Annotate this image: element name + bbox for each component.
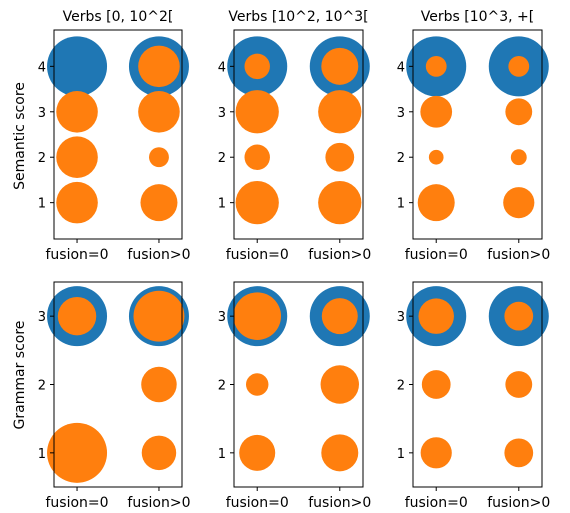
x-tick-label: fusion>0 <box>487 495 550 511</box>
orange-marker-fusion-gt0-y3 <box>133 290 185 342</box>
x-tick-label: fusion>0 <box>127 247 190 263</box>
y-tick-label: 4 <box>38 60 46 75</box>
orange-marker-fusion0-y1 <box>56 181 98 224</box>
orange-marker-fusion-gt0-y2 <box>141 366 177 403</box>
y-tick-label: 1 <box>38 197 46 212</box>
y-tick-label: 1 <box>218 197 226 212</box>
subplot-2: 1 2 3 4 fusion=0 fusion>0 Verbs [10^2, 10^3[ <box>218 9 372 263</box>
y-tick-label: 3 <box>218 310 226 325</box>
y-tick-label: 1 <box>38 447 46 462</box>
orange-marker-fusion0-y2 <box>428 149 444 165</box>
axes-frame <box>233 29 364 240</box>
subplot-5: 1 2 3 fusion=0 fusion>0 <box>218 281 371 511</box>
axes-frame <box>412 29 543 240</box>
orange-marker-fusion0-y3 <box>233 292 282 340</box>
orange-marker-fusion-gt0-y3 <box>138 90 180 133</box>
y-tick-label: 3 <box>397 106 405 121</box>
x-tick-label: fusion=0 <box>226 247 289 263</box>
orange-marker-fusion0-y4 <box>425 55 447 77</box>
orange-marker-fusion-gt0-y4 <box>508 55 530 77</box>
subplot-title: Verbs [0, 10^2[ <box>63 9 174 25</box>
x-tick-label: fusion=0 <box>405 247 468 263</box>
x-tick-label: fusion=0 <box>226 495 289 511</box>
orange-marker-fusion-gt0-y4 <box>321 47 359 85</box>
orange-marker-fusion-gt0-y2 <box>149 147 169 168</box>
row-ylabel-semantic: Semantic score <box>12 82 28 190</box>
subplot-3: 1 2 3 4 fusion=0 fusion>0 Verbs [10^3, +[ <box>397 9 551 263</box>
y-tick-label: 1 <box>397 447 405 462</box>
x-tick-label: fusion>0 <box>127 495 190 511</box>
orange-marker-fusion-gt0-y1 <box>504 438 534 468</box>
y-tick-label: 2 <box>397 379 405 394</box>
orange-marker-fusion-gt0-y3 <box>321 298 358 335</box>
y-tick-label: 2 <box>38 379 46 394</box>
orange-marker-fusion-gt0-y2 <box>505 371 533 398</box>
subplot-title: Verbs [10^2, 10^3[ <box>228 9 368 25</box>
orange-marker-fusion0-y2 <box>245 373 269 396</box>
orange-marker-fusion0-y3 <box>420 95 453 128</box>
orange-marker-fusion-gt0-y3 <box>504 301 534 331</box>
x-tick-label: fusion>0 <box>308 495 371 511</box>
orange-marker-fusion0-y2 <box>244 144 270 170</box>
orange-marker-fusion0-y3 <box>418 298 454 334</box>
orange-marker-fusion-gt0-y3 <box>505 98 533 126</box>
y-tick-label: 3 <box>38 310 46 325</box>
orange-marker-fusion-gt0-y1 <box>503 187 535 219</box>
orange-marker-fusion0-y3 <box>56 90 98 133</box>
x-tick-label: fusion>0 <box>308 247 371 263</box>
x-tick-label: fusion=0 <box>46 495 109 511</box>
orange-marker-fusion-gt0-y4 <box>138 45 180 88</box>
orange-marker-fusion-gt0-y2 <box>320 365 359 404</box>
orange-marker-fusion0-y1 <box>239 434 276 471</box>
orange-marker-fusion-gt0-y1 <box>140 184 178 222</box>
x-tick-label: fusion>0 <box>487 247 550 263</box>
axes-frame <box>53 29 183 240</box>
subplot-1: 1 2 3 4 fusion=0 fusion>0 Verbs [0, 10^2[ <box>38 9 191 263</box>
blue-marker-fusion0-y4 <box>47 36 108 97</box>
y-tick-label: 3 <box>38 106 46 121</box>
orange-marker-fusion0-y1 <box>235 181 279 225</box>
orange-marker-fusion0-y1 <box>47 422 108 483</box>
y-tick-label: 2 <box>218 379 226 394</box>
y-tick-label: 3 <box>397 310 405 325</box>
orange-marker-fusion0-y2 <box>56 136 98 179</box>
subplot-4: 1 2 3 fusion=0 fusion>0 <box>38 281 190 511</box>
y-tick-label: 2 <box>218 151 226 166</box>
orange-marker-fusion-gt0-y2 <box>325 142 355 172</box>
x-tick-label: fusion=0 <box>46 247 109 263</box>
orange-marker-fusion-gt0-y3 <box>318 90 362 134</box>
y-tick-label: 4 <box>397 60 405 75</box>
y-tick-label: 2 <box>38 151 46 166</box>
y-tick-label: 1 <box>218 447 226 462</box>
y-tick-label: 2 <box>397 151 405 166</box>
x-tick-label: fusion=0 <box>405 495 468 511</box>
orange-marker-fusion-gt0-y1 <box>141 435 177 471</box>
row-ylabel-grammar: Grammar score <box>12 321 28 430</box>
orange-marker-fusion0-y1 <box>417 184 455 222</box>
y-tick-label: 4 <box>218 60 226 75</box>
orange-marker-fusion0-y3 <box>57 296 97 336</box>
orange-marker-fusion0-y1 <box>420 437 452 469</box>
orange-marker-fusion0-y4 <box>244 53 270 80</box>
orange-marker-fusion0-y3 <box>235 90 279 134</box>
orange-marker-fusion-gt0-y1 <box>318 181 362 225</box>
orange-marker-fusion0-y2 <box>421 370 451 399</box>
subplot-6: 1 2 3 fusion=0 fusion>0 <box>397 281 550 511</box>
subplot-title: Verbs [10^3, +[ <box>421 9 535 25</box>
y-tick-label: 3 <box>218 106 226 121</box>
y-tick-label: 1 <box>397 197 405 212</box>
orange-marker-fusion-gt0-y2 <box>510 149 527 166</box>
orange-marker-fusion-gt0-y1 <box>321 434 359 472</box>
